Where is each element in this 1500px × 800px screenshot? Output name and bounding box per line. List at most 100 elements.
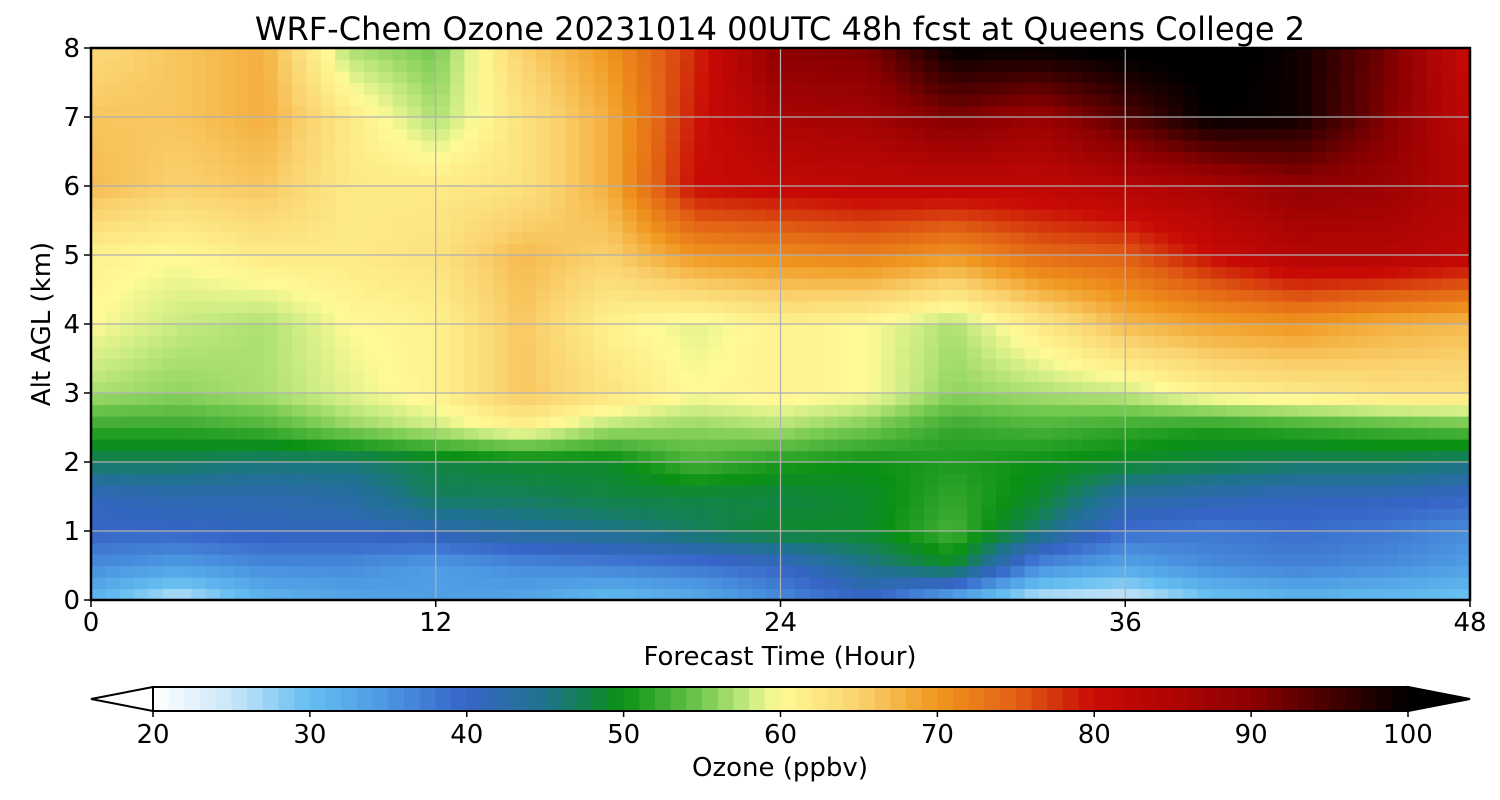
heatmap-cell bbox=[450, 220, 466, 233]
heatmap-cell bbox=[349, 128, 365, 141]
heatmap-cell bbox=[1311, 163, 1327, 176]
heatmap-cell bbox=[837, 243, 853, 256]
heatmap-cell bbox=[1225, 335, 1241, 348]
heatmap-cell bbox=[1297, 358, 1313, 371]
heatmap-cell bbox=[665, 381, 681, 394]
heatmap-cell bbox=[205, 186, 221, 199]
heatmap-cell bbox=[263, 393, 279, 406]
heatmap-cell bbox=[1398, 485, 1414, 498]
heatmap-cell bbox=[1039, 577, 1055, 590]
heatmap-cell bbox=[1168, 232, 1184, 245]
heatmap-cell bbox=[751, 220, 767, 233]
heatmap-cell bbox=[636, 473, 652, 486]
heatmap-cell bbox=[91, 324, 106, 337]
heatmap-cell bbox=[651, 370, 667, 383]
heatmap-cell bbox=[665, 128, 681, 141]
heatmap-cell bbox=[177, 301, 193, 314]
heatmap-cell bbox=[1053, 588, 1069, 601]
heatmap-cell bbox=[1412, 140, 1428, 153]
heatmap-cell bbox=[1326, 335, 1342, 348]
colorbar-segment bbox=[1298, 687, 1315, 711]
heatmap-cell bbox=[277, 358, 293, 371]
heatmap-cell bbox=[1139, 335, 1155, 348]
heatmap-cell bbox=[593, 439, 609, 452]
heatmap-cell bbox=[234, 508, 250, 521]
heatmap-cell bbox=[234, 462, 250, 475]
heatmap-cell bbox=[1153, 335, 1169, 348]
heatmap-cell bbox=[665, 370, 681, 383]
colorbar-tick-label: 80 bbox=[1078, 720, 1111, 750]
heatmap-cell bbox=[1398, 220, 1414, 233]
heatmap-cell bbox=[909, 462, 925, 475]
heatmap-cell bbox=[881, 473, 897, 486]
heatmap-cell bbox=[550, 427, 566, 440]
heatmap-cell bbox=[1225, 301, 1241, 314]
heatmap-cell bbox=[622, 588, 638, 601]
heatmap-cell bbox=[421, 554, 437, 567]
heatmap-cell bbox=[1082, 301, 1098, 314]
colorbar-segment bbox=[937, 687, 954, 711]
heatmap-cell bbox=[378, 370, 394, 383]
colorbar-segments bbox=[153, 687, 1409, 711]
heatmap-cell bbox=[809, 508, 825, 521]
heatmap-cell bbox=[967, 462, 983, 475]
heatmap-cell bbox=[378, 335, 394, 348]
heatmap-cell bbox=[134, 577, 150, 590]
heatmap-cell bbox=[1441, 117, 1457, 130]
heatmap-cell bbox=[521, 508, 537, 521]
heatmap-cell bbox=[435, 450, 451, 463]
heatmap-cell bbox=[1053, 416, 1069, 429]
heatmap-cell bbox=[1225, 220, 1241, 233]
heatmap-cell bbox=[392, 439, 408, 452]
heatmap-cell bbox=[837, 554, 853, 567]
heatmap-cell bbox=[1211, 48, 1227, 61]
heatmap-cell bbox=[148, 140, 164, 153]
heatmap-cell bbox=[91, 531, 106, 544]
heatmap-cell bbox=[349, 577, 365, 590]
heatmap-cell bbox=[1153, 94, 1169, 107]
heatmap-cell bbox=[1225, 381, 1241, 394]
heatmap-cell bbox=[205, 554, 221, 567]
heatmap-cell bbox=[1398, 531, 1414, 544]
heatmap-cell bbox=[493, 71, 509, 84]
heatmap-cell bbox=[1283, 335, 1299, 348]
heatmap-cell bbox=[119, 220, 135, 233]
colorbar-segment bbox=[686, 687, 703, 711]
heatmap-cell bbox=[392, 588, 408, 601]
heatmap-cell bbox=[1211, 94, 1227, 107]
heatmap-cell bbox=[1010, 335, 1026, 348]
heatmap-cell bbox=[1398, 565, 1414, 578]
heatmap-cell bbox=[91, 278, 106, 291]
heatmap-cell bbox=[1053, 105, 1069, 118]
heatmap-cell bbox=[895, 439, 911, 452]
heatmap-cell bbox=[1297, 266, 1313, 279]
heatmap-cell bbox=[450, 71, 466, 84]
heatmap-cell bbox=[794, 358, 810, 371]
heatmap-cell bbox=[665, 220, 681, 233]
heatmap-cell bbox=[435, 554, 451, 567]
heatmap-cell bbox=[320, 370, 336, 383]
heatmap-cell bbox=[679, 140, 695, 153]
heatmap-cell bbox=[191, 496, 207, 509]
heatmap-cell bbox=[550, 462, 566, 475]
heatmap-cell bbox=[1053, 393, 1069, 406]
heatmap-cell bbox=[651, 243, 667, 256]
heatmap-cell bbox=[1340, 542, 1356, 555]
heatmap-cell bbox=[565, 404, 580, 417]
heatmap-cell bbox=[378, 542, 394, 555]
heatmap-cell bbox=[119, 531, 135, 544]
heatmap-cell bbox=[1297, 59, 1313, 72]
heatmap-cell bbox=[967, 404, 983, 417]
heatmap-cell bbox=[809, 588, 825, 601]
heatmap-cell bbox=[981, 439, 997, 452]
heatmap-cell bbox=[493, 496, 509, 509]
heatmap-cell bbox=[91, 416, 106, 429]
heatmap-cell bbox=[1125, 404, 1141, 417]
heatmap-cell bbox=[292, 163, 308, 176]
heatmap-cell bbox=[363, 427, 379, 440]
heatmap-cell bbox=[306, 59, 322, 72]
heatmap-cell bbox=[1168, 496, 1184, 509]
heatmap-cell bbox=[363, 140, 379, 153]
heatmap-cell bbox=[995, 289, 1011, 302]
heatmap-cell bbox=[1082, 266, 1098, 279]
